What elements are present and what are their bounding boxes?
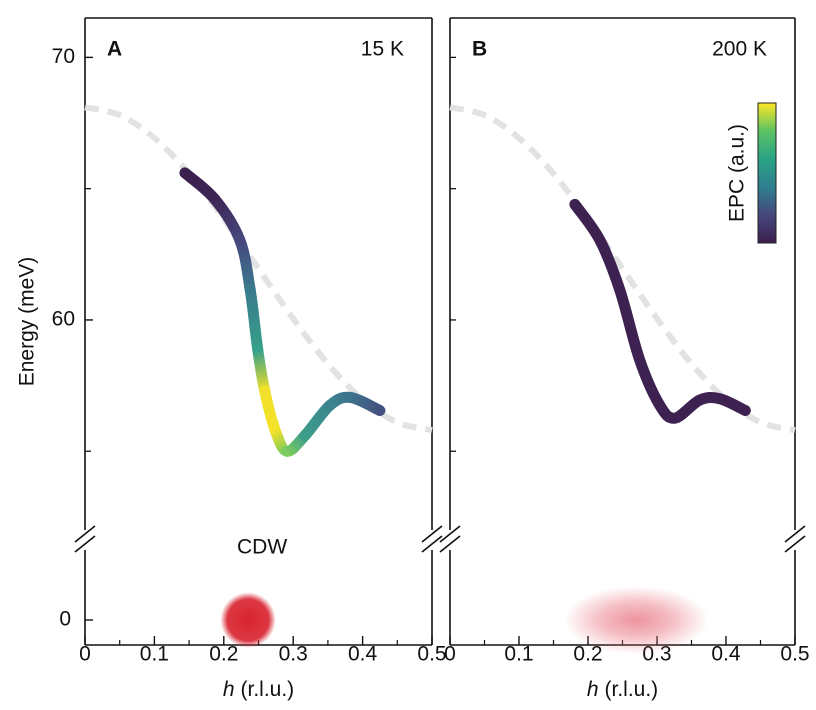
dispersion	[569, 198, 751, 424]
x-tick-label: 0.5	[417, 643, 446, 666]
axis-break	[439, 525, 461, 543]
x-axis-label: h (r.l.u.)	[587, 678, 658, 701]
axis-break	[74, 525, 96, 543]
dispersion-segment	[259, 385, 281, 436]
y-tick-label: 60	[52, 307, 75, 330]
x-tick-label: 0.1	[140, 643, 169, 666]
dispersion-segment	[299, 399, 336, 441]
x-tick-label: 0.4	[711, 643, 741, 666]
y-tick-label: 70	[52, 45, 75, 68]
colorbar	[757, 102, 777, 244]
x-label-unit: (r.l.u.)	[241, 678, 295, 701]
x-tick-label: 0.3	[279, 643, 308, 666]
x-tick-label: 0	[444, 643, 456, 666]
panel-title: 200 K	[712, 38, 767, 61]
x-tick-label: 0.4	[348, 643, 378, 666]
axis-break	[74, 535, 96, 553]
x-tick-label: 0	[79, 643, 91, 666]
panel-label: B	[472, 38, 487, 61]
x-tick-label: 0.2	[209, 643, 238, 666]
dispersion-segment	[234, 234, 256, 296]
x-tick-label: 0.2	[573, 643, 602, 666]
axis-break	[784, 525, 806, 543]
x-label-unit: (r.l.u.)	[605, 678, 659, 701]
cdw-peak	[220, 592, 276, 648]
dispersion-segment	[244, 284, 264, 356]
dispersion-segment	[179, 167, 221, 205]
panel-label: A	[107, 38, 122, 61]
cdw-label: CDW	[237, 536, 287, 559]
axis-break	[439, 535, 461, 553]
axis-break	[421, 525, 443, 543]
dispersion-segment	[252, 344, 271, 397]
x-label-var: h	[587, 678, 599, 701]
dispersion-segment	[209, 193, 246, 246]
x-tick-label: 0.1	[504, 643, 533, 666]
axis-break	[421, 535, 443, 553]
panel-title: 15 K	[361, 38, 404, 61]
y-axis-label: Energy (meV)	[16, 257, 39, 387]
colorbar-label: EPC (a.u.)	[726, 124, 749, 222]
axis-break	[784, 535, 806, 553]
x-tick-label: 0.5	[780, 643, 809, 666]
x-label-var: h	[223, 678, 235, 701]
cdw-peak	[563, 586, 709, 654]
dispersion-segment	[344, 391, 386, 417]
y-tick-label: 0	[59, 608, 71, 631]
x-axis-label: h (r.l.u.)	[223, 678, 294, 701]
